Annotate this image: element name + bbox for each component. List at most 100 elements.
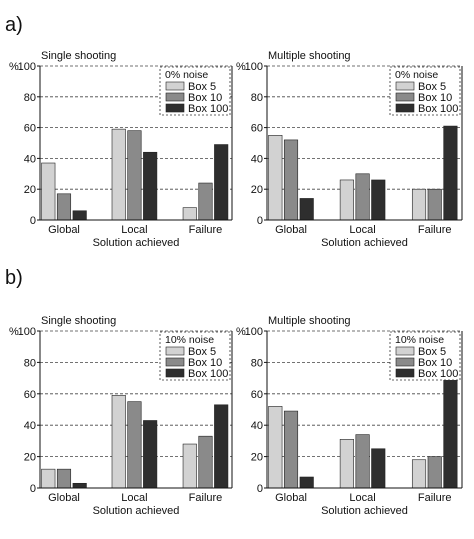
- chart3-title: Multiple shooting: [268, 315, 351, 327]
- chart2-legend-label: Box 10: [188, 357, 222, 369]
- chart0-ytick-label: 60: [24, 123, 36, 135]
- chart2-bar-global-box100: [72, 482, 87, 489]
- chart2-bar-local-box100: [143, 420, 158, 489]
- chart2-ytick-label: 20: [24, 452, 36, 464]
- chart0-ytick-label: 0: [30, 215, 36, 227]
- chart3-bar-global-box10: [283, 410, 299, 489]
- chart0-ylabel: %: [9, 61, 19, 73]
- chart3-legend-label: Box 100: [418, 368, 458, 380]
- chart3-ytick-label: 60: [251, 389, 263, 401]
- chart2-bar-local-box10: [127, 401, 142, 489]
- chart0-legend-label: Box 100: [188, 103, 228, 115]
- chart0-bar-failure-box100: [214, 144, 229, 221]
- chart1-bar-local-box100: [371, 179, 386, 221]
- chart2-bar-global-box5: [41, 468, 56, 489]
- chart1-legend-swatch-box100: [395, 103, 415, 113]
- chart0-bar-local-box10: [127, 130, 142, 221]
- chart2-bar-failure-box10: [198, 435, 213, 489]
- chart0-bar-global-box100: [72, 210, 87, 221]
- chart0-ytick-label: 40: [24, 153, 36, 165]
- chart3-xtick-label: Global: [275, 492, 307, 504]
- chart2-bar-failure-box100: [214, 404, 229, 489]
- chart1-bar-global-box10: [283, 139, 299, 221]
- chart3-ytick-label: 40: [251, 420, 263, 432]
- chart3-ytick-label: 0: [257, 483, 263, 495]
- chart0-bar-local-box100: [143, 151, 158, 221]
- chart0-bar-failure-box5: [182, 207, 197, 221]
- chart3-legend-swatch-box10: [395, 357, 415, 367]
- chart0-bar-local-box5: [111, 128, 126, 221]
- chart3-xtick-label: Local: [349, 492, 375, 504]
- chart2-xtick-label: Global: [48, 492, 80, 504]
- chart3-ytick-label: 80: [251, 357, 263, 369]
- chart1-ytick-label: 0: [257, 215, 263, 227]
- chart1-bar-global-box100: [299, 198, 314, 221]
- chart1-legend-title: 0% noise: [395, 69, 438, 81]
- chart2-ytick-label: 0: [30, 483, 36, 495]
- chart0-xlabel: Solution achieved: [93, 237, 180, 249]
- chart0-xtick-label: Failure: [189, 224, 223, 236]
- chart2-legend-swatch-box10: [165, 357, 185, 367]
- chart1-title: Multiple shooting: [268, 50, 351, 62]
- chart1-xtick-label: Global: [275, 224, 307, 236]
- chart2-legend-swatch-box100: [165, 368, 185, 378]
- chart0-bar-failure-box10: [198, 182, 213, 221]
- chart3-bar-global-box5: [268, 406, 283, 489]
- chart0-title: Single shooting: [41, 50, 116, 62]
- chart1-ylabel: %: [236, 61, 246, 73]
- chart3-legend-label: Box 10: [418, 357, 452, 369]
- chart3-legend-title: 10% noise: [395, 334, 444, 346]
- chart3-bar-local-box10: [355, 434, 370, 489]
- chart1-legend-label: Box 10: [418, 92, 452, 104]
- chart0-legend-title: 0% noise: [165, 69, 208, 81]
- chart3-ylabel: %: [236, 326, 246, 338]
- chart2-legend-label: Box 5: [188, 346, 216, 358]
- chart1-bar-failure-box100: [443, 125, 458, 221]
- chart1-ytick-label: 40: [251, 153, 263, 165]
- chart3-ytick-label: 100: [245, 326, 263, 338]
- chart0-bar-global-box5: [41, 162, 56, 221]
- chart2-bar-failure-box5: [182, 443, 197, 489]
- chart2-bar-global-box10: [56, 468, 72, 489]
- panel-label-a: a): [5, 14, 23, 36]
- chart0-xtick-label: Local: [121, 224, 147, 236]
- chart3-legend-swatch-box5: [395, 346, 415, 356]
- chart1-ytick-label: 80: [251, 92, 263, 104]
- chart3-xlabel: Solution achieved: [321, 505, 408, 517]
- chart0-legend-swatch-box100: [165, 103, 185, 113]
- chart2-ytick-label: 100: [18, 326, 36, 338]
- chart2-legend-label: Box 100: [188, 368, 228, 380]
- chart0-ytick-label: 20: [24, 184, 36, 196]
- chart2-ytick-label: 40: [24, 420, 36, 432]
- chart1-xlabel: Solution achieved: [321, 237, 408, 249]
- chart1-bar-failure-box5: [411, 188, 427, 221]
- chart1-legend-swatch-box5: [395, 81, 415, 91]
- chart0-legend-label: Box 5: [188, 81, 216, 93]
- chart2-xtick-label: Failure: [189, 492, 223, 504]
- chart0-ytick-label: 80: [24, 92, 36, 104]
- chart1-ytick-label: 60: [251, 123, 263, 135]
- chart3-bar-failure-box10: [427, 456, 442, 489]
- chart1-ytick-label: 100: [245, 61, 263, 73]
- chart0-legend-label: Box 10: [188, 92, 222, 104]
- chart3-bar-local-box5: [339, 439, 354, 489]
- chart1-bar-local-box5: [339, 179, 354, 221]
- chart3-bar-global-box100: [299, 476, 314, 489]
- chart0-ytick-label: 100: [18, 61, 36, 73]
- chart0-xtick-label: Global: [48, 224, 80, 236]
- chart2-xtick-label: Local: [121, 492, 147, 504]
- chart3-xtick-label: Failure: [418, 492, 452, 504]
- chart3-bar-local-box100: [371, 448, 386, 489]
- chart1-bar-local-box10: [355, 173, 370, 221]
- chart3-ytick-label: 20: [251, 452, 263, 464]
- chart2-ytick-label: 60: [24, 389, 36, 401]
- chart3-bar-failure-box5: [411, 459, 427, 489]
- chart1-xtick-label: Failure: [418, 224, 452, 236]
- chart2-bar-local-box5: [111, 395, 126, 489]
- chart2-ylabel: %: [9, 326, 19, 338]
- chart1-ytick-label: 20: [251, 184, 263, 196]
- chart0-legend-swatch-box10: [165, 92, 185, 102]
- chart0-bar-global-box10: [56, 193, 72, 221]
- chart1-legend-label: Box 5: [418, 81, 446, 93]
